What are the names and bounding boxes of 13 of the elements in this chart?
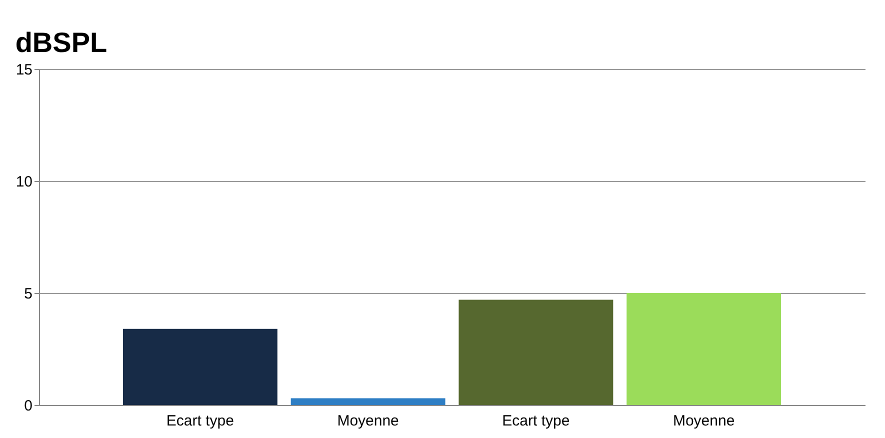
x-tick-label: Ecart type [166,412,234,430]
y-tick-label: 5 [24,286,32,302]
bar [458,300,614,405]
bar [626,293,782,405]
x-tick-label: Moyenne [337,412,399,430]
y-tick-label: 15 [16,62,32,78]
chart-title: dBSPL [15,27,108,58]
bar [290,398,446,405]
y-tick-label: 10 [16,174,32,190]
x-tick-label: Moyenne [672,412,735,430]
bar [122,328,278,405]
x-tick-label: Ecart type [502,412,570,430]
y-tick-label: 0 [24,398,32,414]
